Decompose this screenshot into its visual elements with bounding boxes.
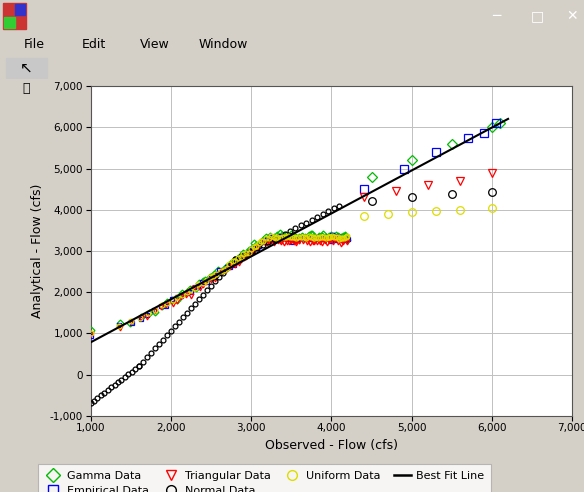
Y-axis label: Analytical - Flow (cfs): Analytical - Flow (cfs) [31, 184, 44, 318]
Text: File: File [23, 38, 44, 51]
Text: ─: ─ [492, 9, 500, 23]
Text: ✕: ✕ [566, 9, 578, 23]
Bar [6, 36, 47, 57]
Text: 🔍: 🔍 [23, 82, 30, 95]
Text: ↖: ↖ [20, 60, 33, 75]
Text: □: □ [531, 9, 544, 23]
Text: View: View [140, 38, 170, 51]
X-axis label: Observed - Flow (cfs): Observed - Flow (cfs) [265, 439, 398, 452]
Text: Window: Window [199, 38, 248, 51]
Bar [6, 58, 47, 78]
Bar [3, 3, 26, 29]
Bar [4, 17, 15, 28]
Bar [15, 4, 25, 15]
Text: Edit: Edit [82, 38, 106, 51]
Legend: Gamma Data, Empirical Data, Triangular Data, Normal Data, Uniform Data, Best Fit: Gamma Data, Empirical Data, Triangular D… [39, 464, 491, 492]
